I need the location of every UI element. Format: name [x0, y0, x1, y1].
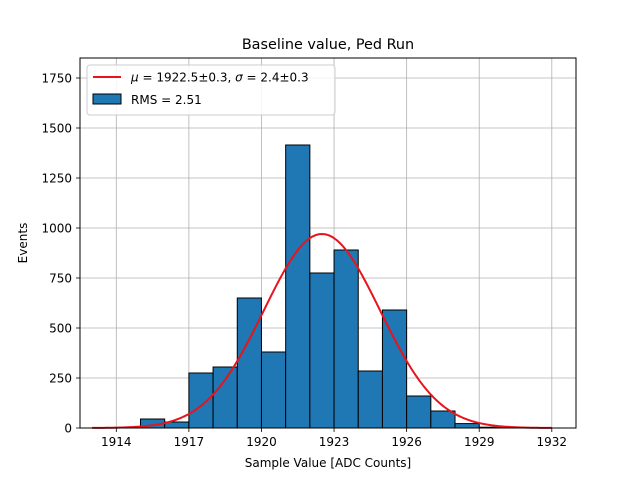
legend-hist-swatch: [92, 93, 122, 105]
histogram-bar: [260, 351, 287, 429]
y-axis-ticks: 0 250 500 750 1000 1250 1500 1750: [41, 72, 80, 436]
chart-title: Baseline value, Ped Run: [242, 37, 414, 53]
plot-frame: [79, 57, 577, 429]
x-tick-label: 1932: [537, 435, 568, 449]
histogram-bars: [139, 144, 504, 429]
histogram-bar: [406, 395, 432, 429]
histogram-bar: [236, 297, 262, 429]
histogram-bar: [212, 366, 238, 429]
y-tick-label: 0: [64, 422, 72, 436]
y-tick-label: 1750: [41, 72, 72, 86]
y-tick-label: 1250: [41, 172, 72, 186]
y-tick-label: 1000: [41, 222, 72, 236]
x-tick-label: 1917: [174, 435, 205, 449]
x-axis-ticks: 1914 1917 1920 1923 1926 1929 1932: [101, 428, 567, 449]
grid: [80, 58, 576, 429]
histogram-bar: [430, 410, 456, 429]
y-tick-label: 500: [49, 322, 72, 336]
legend-mu-symbol: μ: [130, 71, 139, 85]
fit-curve-group: [92, 232, 552, 429]
x-axis-label: Sample Value [ADC Counts]: [245, 456, 411, 470]
x-tick-label: 1926: [391, 435, 422, 449]
x-tick-label: 1920: [246, 435, 277, 449]
legend-fit-label: μ = 1922.5±0.3, σ = 2.4±0.3: [130, 71, 309, 85]
histogram-bar: [309, 272, 335, 429]
histogram-bar: [357, 370, 383, 429]
legend: μ = 1922.5±0.3, σ = 2.4±0.3 RMS = 2.51: [86, 64, 336, 116]
x-tick-label: 1923: [319, 435, 350, 449]
legend-sigma-symbol: σ: [235, 71, 243, 85]
y-tick-label: 250: [49, 372, 72, 386]
histogram-bar: [454, 423, 480, 429]
histogram-bar: [285, 144, 311, 429]
histogram-bar: [333, 249, 359, 429]
legend-hist-label: RMS = 2.51: [131, 93, 202, 107]
legend-mu-text: = 1922.5±0.3,: [139, 71, 235, 85]
x-tick-label: 1929: [464, 435, 495, 449]
y-tick-label: 1500: [41, 122, 72, 136]
histogram-bar: [381, 309, 408, 429]
fit-curve: [92, 232, 552, 429]
legend-box: [86, 64, 336, 116]
histogram-bar: [188, 372, 214, 429]
y-tick-label: 750: [49, 272, 72, 286]
legend-sigma-text: = 2.4±0.3: [243, 71, 309, 85]
y-axis-label: Events: [16, 223, 30, 264]
x-tick-label: 1914: [101, 435, 132, 449]
